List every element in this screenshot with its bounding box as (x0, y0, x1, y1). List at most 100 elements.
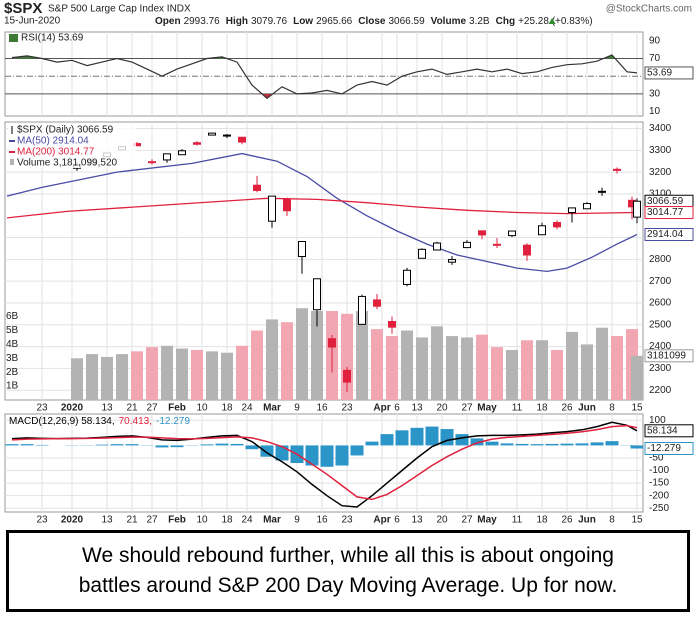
y-tick-label: 100 (649, 415, 666, 426)
legend-bg (8, 124, 136, 168)
index-name: S&P 500 Large Cap Index INDX (48, 4, 191, 15)
value-box (644, 424, 694, 438)
legend-icon (9, 34, 18, 42)
legend: RSI(14) 53.69 (21, 33, 84, 44)
quote-label: Open (155, 16, 181, 27)
quote-value: 2993.76 (184, 16, 221, 27)
x-tick-label: 20 (436, 403, 448, 414)
candle-body (283, 198, 291, 212)
volume-bar (611, 336, 623, 400)
histogram-bar (35, 444, 49, 446)
x-tick-label: 11 (512, 515, 523, 526)
y-tick-label: -150 (649, 478, 669, 489)
quote-value: +25.28 (+0.83%) (518, 16, 593, 27)
x-tick-label: 23 (36, 403, 48, 414)
histogram-bar (335, 445, 349, 466)
caption-line: We should rebound further, while all thi… (82, 544, 614, 567)
value-box-label: 53.69 (647, 68, 672, 79)
candle-body (598, 190, 606, 193)
volume-bar (356, 311, 368, 400)
x-tick-label: Feb (168, 403, 186, 414)
volume-bar (581, 344, 593, 400)
volume-tick-label: 6B (6, 311, 19, 322)
volume-bar (476, 334, 488, 400)
symbol: $SPX (4, 0, 42, 17)
histogram-bar (230, 443, 244, 446)
x-tick-label: 27 (146, 403, 158, 414)
volume-tick-label: 5B (6, 325, 19, 336)
candle-body (163, 153, 171, 161)
quote-value: 3066.59 (388, 16, 425, 27)
y-tick-label: 3200 (649, 167, 672, 178)
histogram-bar (95, 444, 109, 446)
x-tick-label: 21 (126, 515, 138, 526)
histogram-bar (275, 445, 289, 461)
y-tick-label: 3300 (649, 145, 672, 156)
x-tick-label: 18 (536, 515, 548, 526)
candle-body (343, 369, 351, 383)
volume-bar (161, 345, 173, 400)
x-tick-label: 16 (316, 515, 328, 526)
chart: $SPX S&P 500 Large Cap Index INDX @Stock… (4, 0, 694, 526)
candle-body (388, 321, 396, 328)
volume-bar (491, 347, 503, 400)
legend-entry: MACD(12,26,9) 58.134, (9, 416, 115, 427)
x-tick-label: 10 (196, 515, 208, 526)
x-tick-label: 8 (609, 515, 615, 526)
y-tick-label: 2700 (649, 276, 672, 287)
x-tick-label: 23 (341, 515, 353, 526)
volume-bar (71, 358, 83, 400)
x-tick-label: Jun (578, 403, 596, 414)
x-tick-label: 26 (561, 515, 573, 526)
candle-body (328, 338, 336, 348)
x-tick-label: 24 (241, 515, 253, 526)
value-box (644, 206, 694, 220)
volume-bar (431, 326, 443, 400)
quote-value: 3.2B (469, 16, 490, 27)
histogram-bar (575, 443, 589, 446)
x-tick-label: 2020 (61, 403, 84, 414)
volume-bar (116, 354, 128, 400)
x-tick-label: May (477, 403, 497, 414)
moving-average (6, 152, 638, 273)
x-tick-label: Apr (373, 403, 390, 414)
x-tick-label: 11 (512, 403, 523, 414)
volume-bar (596, 327, 608, 400)
histogram-bar (470, 438, 484, 446)
x-tick-label: 15 (631, 403, 643, 414)
volume-bar (446, 336, 458, 400)
histogram-bar (170, 445, 184, 448)
histogram-bar (545, 443, 559, 446)
x-tick-label: 15 (631, 515, 643, 526)
panel (4, 31, 644, 117)
x-tick-label: 13 (411, 515, 423, 526)
candle-body (298, 240, 306, 258)
histogram-bar (410, 427, 424, 446)
candle-body (463, 241, 471, 249)
macd-line (11, 424, 638, 501)
histogram-bar (500, 443, 514, 446)
candle-body (478, 230, 486, 236)
volume-bar (86, 354, 98, 400)
volume-bar (296, 308, 308, 400)
rsi-line (11, 54, 638, 100)
x-tick-label: 6 (394, 515, 400, 526)
candle-body (493, 243, 501, 246)
x-tick-label: Mar (263, 515, 281, 526)
volume-bar (506, 349, 518, 400)
candle-body (448, 259, 456, 263)
volume-bar (566, 331, 578, 400)
up-arrow (548, 18, 556, 24)
volume-tick-label: 3B (6, 353, 19, 364)
volume-bar (631, 355, 643, 400)
legend: $SPX (Daily) 3066.59 (17, 125, 114, 136)
x-tick-label: 26 (561, 403, 573, 414)
x-tick-label: Apr (373, 515, 390, 526)
y-tick-label: 2800 (649, 254, 672, 265)
histogram-bar (5, 444, 19, 446)
volume-tick-label: 2B (6, 367, 19, 378)
histogram-bar (605, 441, 619, 446)
volume-bar (191, 349, 203, 400)
x-tick-label: 6 (394, 403, 400, 414)
